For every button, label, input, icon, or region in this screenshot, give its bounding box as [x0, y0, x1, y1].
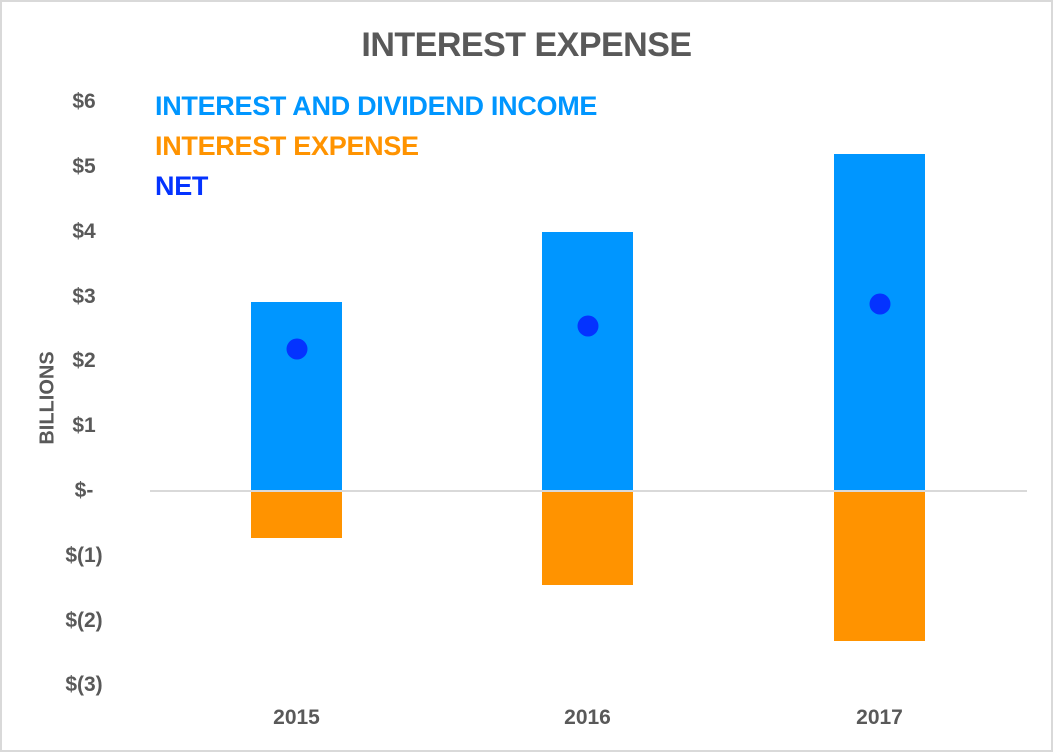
y-tick-label: $2 [72, 349, 96, 373]
x-tick-label: 2016 [564, 706, 611, 729]
y-tick-label: $(1) [65, 543, 103, 567]
y-tick-label: $3 [72, 284, 96, 308]
y-tick-label: $5 [72, 155, 96, 178]
expense-bar-2017 [834, 491, 925, 642]
expense-bar-2016 [542, 491, 633, 585]
x-tick-label: 2015 [273, 706, 320, 729]
y-tick-label: $(3) [65, 673, 103, 697]
expense-bar-2015 [251, 491, 342, 539]
net-marker-2015 [286, 338, 307, 360]
net-marker-2017 [869, 293, 890, 315]
chart-title: INTEREST EXPENSE [361, 26, 692, 64]
income-bar-2017 [834, 154, 925, 491]
net-marker-2016 [577, 315, 598, 337]
zero-axis-line [150, 490, 1027, 492]
legend: INTEREST AND DIVIDEND INCOME INTEREST EX… [155, 86, 597, 206]
legend-item-income: INTEREST AND DIVIDEND INCOME [155, 91, 598, 121]
y-tick-label: $- [74, 479, 94, 502]
legend-item-expense: INTEREST EXPENSE [155, 131, 419, 161]
income-bar-2016 [542, 231, 633, 491]
y-tick-label: $6 [72, 90, 96, 114]
y-tick-label: $4 [72, 219, 96, 243]
x-tick-label: 2017 [856, 706, 903, 729]
y-tick-label: $1 [72, 414, 96, 438]
y-tick-label: $(2) [65, 608, 103, 632]
income-bar-2015 [251, 301, 342, 491]
legend-item-net: NET [155, 171, 209, 201]
